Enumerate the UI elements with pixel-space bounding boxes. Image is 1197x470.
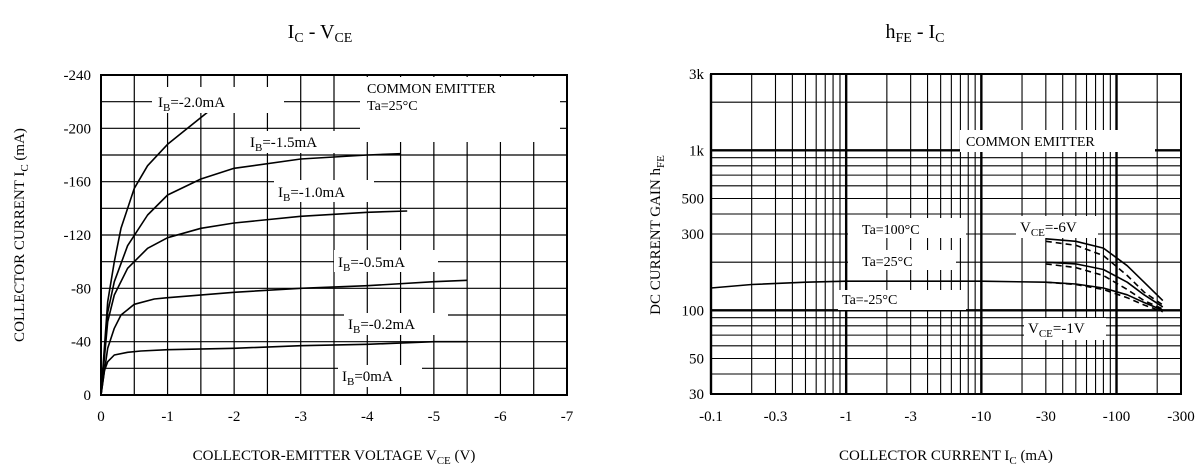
left-y-tick-labels: 0 -40 -80 -120 -160 -200 -240 (64, 68, 92, 404)
left-annotation-temperature: Ta=25°C (367, 99, 418, 114)
right-x-tick-label: -100 (1103, 409, 1131, 425)
left-y-tick-label: 0 (84, 388, 92, 404)
right-curves (710, 238, 1164, 313)
right-series-line (1045, 240, 1164, 306)
right-y-axis-label: DC CURRENT GAIN hFE (648, 155, 667, 315)
right-series-line (1045, 238, 1164, 302)
right-y-tick-label: 500 (682, 192, 705, 208)
left-x-tick-label: -5 (428, 409, 441, 425)
left-x-axis-label: COLLECTOR-EMITTER VOLTAGE VCE (V) (193, 448, 476, 467)
right-y-tick-label: 50 (689, 352, 704, 368)
curve-label-ib-0-2: IB=-0.2mA (348, 317, 415, 336)
left-curves (100, 111, 468, 396)
left-x-tick-label: -1 (161, 409, 174, 425)
left-series-line (100, 111, 208, 396)
right-series-line (710, 280, 1164, 312)
right-chart-title: hFE - IC (885, 21, 944, 46)
left-x-tick-label: -6 (494, 409, 507, 425)
left-y-tick-label: -200 (64, 121, 92, 137)
left-chart-title: IC - VCE (288, 21, 353, 46)
right-series-line (1045, 261, 1164, 308)
right-plot-frame (710, 73, 1182, 395)
ic-vce-chart: IC - VCE 0 -1 -2 -3 -4 -5 -6 -7 0 -40 -80 -120 -160… (12, 21, 574, 467)
left-plot-frame (100, 74, 568, 396)
temp-label-100: Ta=100°C (862, 223, 920, 238)
right-y-tick-label: 100 (682, 303, 705, 319)
left-series-line (100, 340, 468, 396)
left-series-line (100, 279, 468, 396)
left-series-line (100, 210, 408, 396)
curve-label-ib-2-0: IB=-2.0mA (158, 95, 225, 114)
curve-label-ib-0-5: IB=-0.5mA (338, 255, 405, 274)
left-y-tick-label: -120 (64, 228, 92, 244)
right-y-tick-label: 1k (689, 143, 705, 159)
left-y-tick-label: -160 (64, 175, 92, 191)
right-series-line (1045, 263, 1164, 310)
right-x-axis-label: COLLECTOR CURRENT IC (mA) (839, 448, 1053, 467)
left-y-tick-label: -240 (64, 68, 92, 84)
right-x-tick-label: -300 (1167, 409, 1195, 425)
temp-label-minus25: Ta=-25°C (842, 293, 897, 308)
right-annotation-common-emitter: COMMON EMITTER (966, 135, 1095, 150)
right-y-tick-label: 3k (689, 67, 705, 83)
left-series-line (100, 152, 401, 396)
right-x-tick-label: -1 (840, 409, 853, 425)
right-y-tick-labels: 30 50 100 300 500 1k 3k (682, 67, 705, 403)
left-y-tick-label: -80 (71, 281, 91, 297)
left-y-tick-label: -40 (71, 335, 91, 351)
right-y-tick-label: 30 (689, 387, 704, 403)
left-x-tick-label: 0 (97, 409, 105, 425)
left-y-axis-label: COLLECTOR CURRENT IC (mA) (12, 128, 31, 342)
curve-label-ib-0: IB=0mA (342, 369, 393, 388)
left-annotation-box (360, 77, 560, 142)
right-y-tick-label: 300 (682, 227, 705, 243)
right-x-tick-label: -10 (971, 409, 991, 425)
vce-label-1v: VCE=-1V (1028, 321, 1085, 340)
vce-label-6v: VCE=-6V (1020, 220, 1077, 239)
temp-label-25: Ta=25°C (862, 255, 913, 270)
curve-label-ib-1-0: IB=-1.0mA (278, 185, 345, 204)
right-annotation-box (960, 130, 1155, 152)
curve-label-ib-1-5: IB=-1.5mA (250, 135, 317, 154)
right-x-tick-label: -30 (1036, 409, 1056, 425)
hfe-ic-chart: hFE - IC -0.1 -0.3 -1 -3 -10 -30 -100 -300 30 50… (648, 21, 1195, 467)
left-x-tick-label: -3 (294, 409, 307, 425)
right-series-line (1045, 281, 1164, 313)
left-x-tick-labels: 0 -1 -2 -3 -4 -5 -6 -7 (97, 409, 573, 425)
left-x-tick-label: -2 (228, 409, 241, 425)
left-annotation-common-emitter: COMMON EMITTER (367, 82, 496, 97)
left-x-tick-label: -7 (561, 409, 574, 425)
right-x-tick-label: -0.3 (764, 409, 788, 425)
right-x-tick-labels: -0.1 -0.3 -1 -3 -10 -30 -100 -300 (699, 409, 1195, 425)
right-x-tick-label: -0.1 (699, 409, 723, 425)
left-x-tick-label: -4 (361, 409, 374, 425)
right-x-tick-label: -3 (904, 409, 917, 425)
